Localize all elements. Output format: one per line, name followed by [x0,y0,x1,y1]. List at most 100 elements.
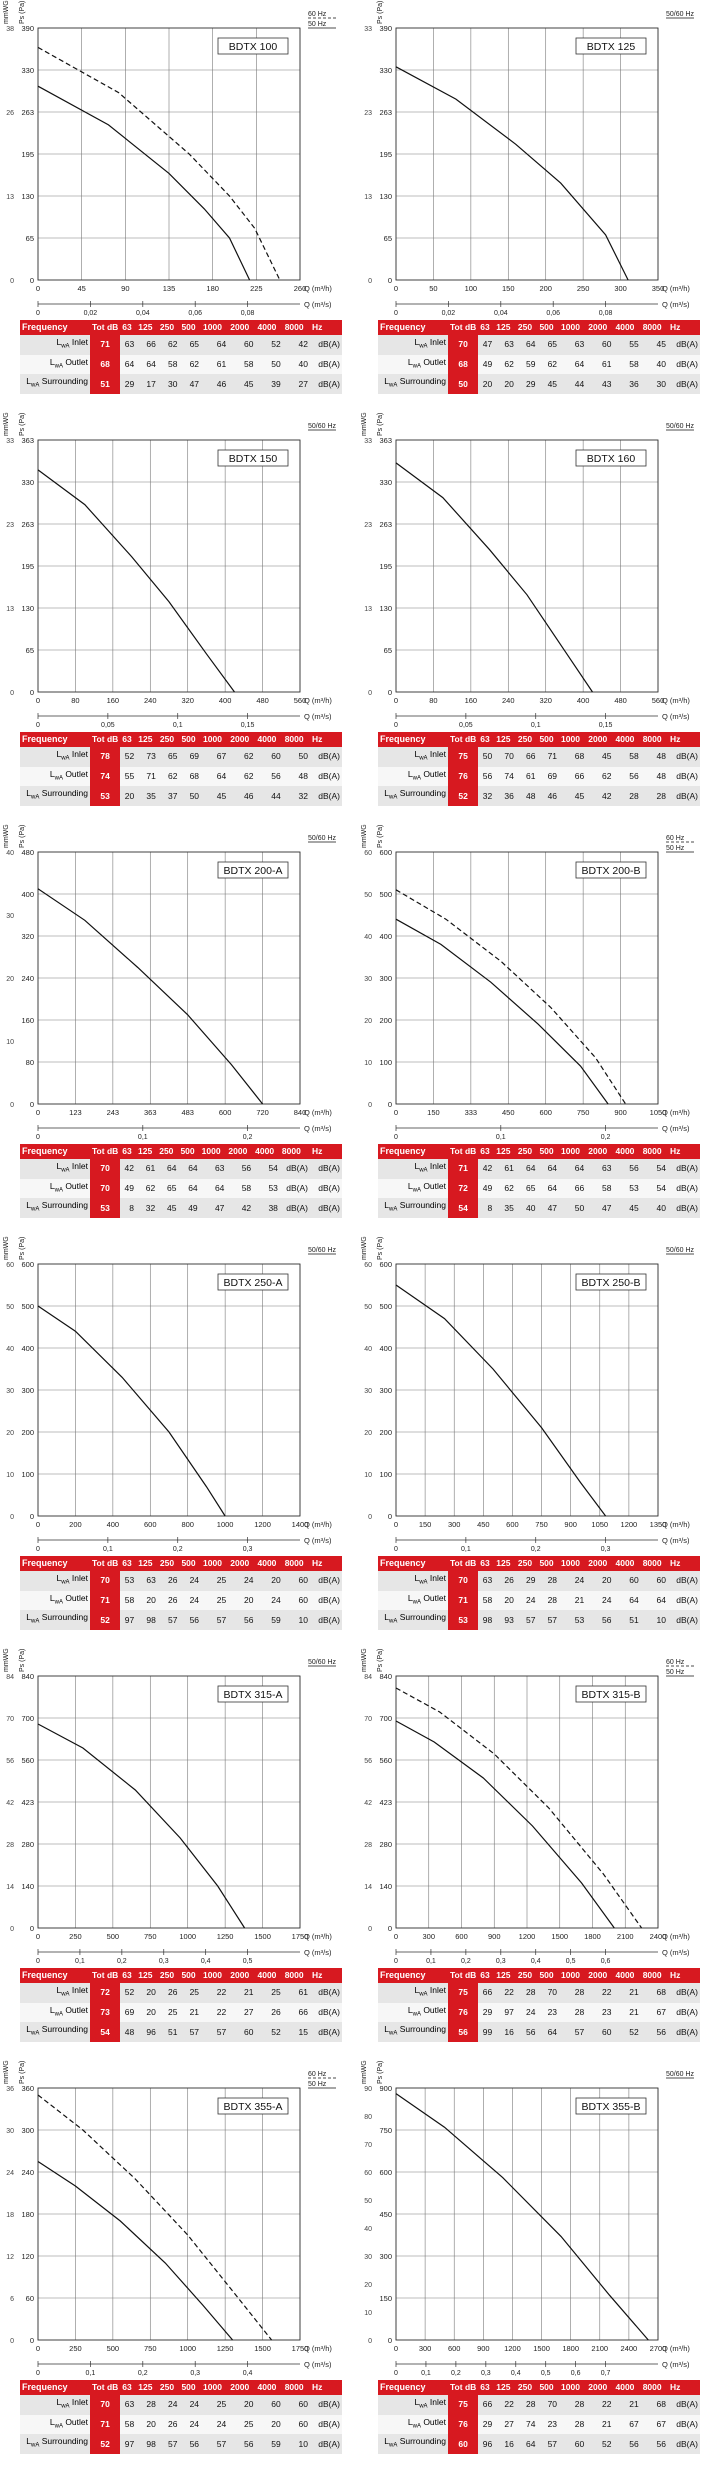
y2-tick-label: 30 [6,2128,14,2135]
table-header-cell: Frequency [20,732,90,747]
table-header-cell: 4000 [613,2380,641,2395]
table-row: LwA Outlet 68 64 64 58 62 61 58 50 40 dB(A) [20,354,342,375]
band-value-cell: 58 [226,1178,254,1199]
band-value-cell: 60 [613,1571,641,1591]
band-value-cell: 26 [494,1571,516,1591]
chart-title: BDTX 250-A [224,1277,283,1289]
y-tick-label: 0 [30,1512,34,1521]
band-value-cell: 42 [120,1159,136,1179]
total-db-cell: 72 [448,1178,479,1199]
band-value-cell: 63 [199,1159,227,1179]
row-label: LwA Inlet [20,1571,90,1591]
plot-frame [37,439,301,693]
chart-title: BDTX 250-B [582,1277,641,1289]
band-value-cell: 64 [640,1590,668,1611]
total-db-cell: 53 [448,1610,479,1631]
y-tick-label: 300 [21,2126,34,2135]
unit-cell: dB(A) [310,1571,342,1591]
x2-tick-label: 0,08 [241,310,255,317]
legend-label: 60 Hz [666,835,685,842]
x-tick-label: 225 [250,284,263,293]
chart-panel: 0 150 300 450 600 750 900 1050 1200 1350 0 100 200 30… [358,1236,716,1648]
y2-tick-label: 50 [364,892,372,899]
row-prefix: L [407,356,413,367]
row-label: LwA Inlet [378,1159,448,1179]
table-header-cell: 250 [157,1144,179,1159]
table-header-cell: Frequency [378,1968,448,1983]
table-header-cell: Tot dB [448,1556,479,1571]
band-value-cell: 57 [537,1610,560,1631]
y2-axis-label: mmWG [3,0,10,24]
x-tick-label: 560 [294,696,307,705]
band-value-cell: 26 [255,2002,283,2023]
band-value-cell: 70 [494,747,516,767]
table-header-cell: 2000 [586,2380,614,2395]
y2-axis-label: mmWG [361,824,368,848]
x-tick-label: 450 [502,1108,515,1117]
y-tick-label: 0 [388,1100,392,1109]
total-db-cell: 60 [448,2434,479,2455]
band-value-cell: 29 [515,1571,538,1591]
y-tick-label: 390 [379,24,392,33]
row-prefix-sub: wA [61,2403,70,2410]
y2-tick-label: 28 [364,1842,372,1849]
table-header-cell: Tot dB [90,320,121,335]
y-tick-label: 0 [30,688,34,697]
row-label-text: Inlet [69,749,88,759]
band-value-cell: 44 [559,374,587,395]
row-prefix: L [26,2024,31,2035]
row-prefix: L [49,1592,55,1603]
x-tick-label: 2400 [650,1932,667,1941]
band-value-cell: 39 [255,374,283,395]
y-tick-label: 320 [21,932,34,941]
row-label: LwA Outlet [20,1590,90,1611]
table-header-cell: 1000 [201,1556,229,1571]
row-label-text: Surrounding [397,2436,446,2447]
x-tick-label: 320 [539,696,552,705]
table-header-cell: 125 [136,1556,158,1571]
row-label: LwA Surrounding [20,1198,90,1219]
table-row: LwA Outlet 73 69 20 25 21 22 27 26 66 dB(A) [20,2002,342,2023]
band-value-cell: 64 [537,1178,560,1199]
band-value-cell: 49 [120,1178,136,1199]
y2-tick-label: 14 [364,1884,372,1891]
y-tick-label: 195 [21,150,34,159]
table-header-cell: 125 [494,1556,516,1571]
table-header-cell: 1000 [559,1968,587,1983]
row-label-text: Inlet [427,337,446,347]
y2-tick-label: 40 [364,2226,372,2233]
y-tick-label: 240 [21,974,34,983]
unit-cell: dB(A) [668,1571,700,1591]
band-value-cell: 28 [559,2395,587,2415]
y-tick-label: 700 [379,1714,392,1723]
y-tick-label: 450 [379,2210,392,2219]
band-value-cell: 64 [537,2022,560,2043]
band-value-cell: dB(A) [279,1159,310,1179]
x-tick-label: 0 [36,284,40,293]
x-tick-label: 900 [477,2344,490,2353]
unit-cell: dB(A) [310,2395,342,2415]
row-prefix: L [414,337,420,347]
x-tick-label: 1200 [504,2344,521,2353]
x-tick-label: 483 [181,1108,194,1117]
x-tick-label: 1500 [254,2344,271,2353]
x2-tick-label: 0 [36,310,40,317]
table-header-cell: 63 [478,320,495,335]
band-value-cell: 64 [515,335,538,355]
x-tick-label: 200 [539,284,552,293]
band-value-cell: 42 [586,786,614,807]
y2-tick-label: 20 [364,1018,372,1025]
y-tick-label: 400 [21,1344,34,1353]
row-label: LwA Surrounding [20,374,90,395]
fan-curve-chart: 0 80 160 240 320 400 480 5600651301952633303630… [361,412,695,729]
band-value-cell: 28 [515,2395,538,2415]
band-value-cell: 45 [586,747,614,767]
y2-tick-label: 0 [10,2338,14,2345]
table-header-cell: 4000 [255,320,283,335]
model-title-box [575,1273,647,1291]
y2-tick-label: 0 [368,1102,372,1109]
unit-cell: dB(A) [310,1198,342,1219]
band-value-cell: 24 [179,2414,202,2435]
sound-power-table: Frequency Tot dB 63 125 250 500 1000 2000 4000 80… [378,320,700,395]
band-value-cell: 42 [478,1159,495,1179]
